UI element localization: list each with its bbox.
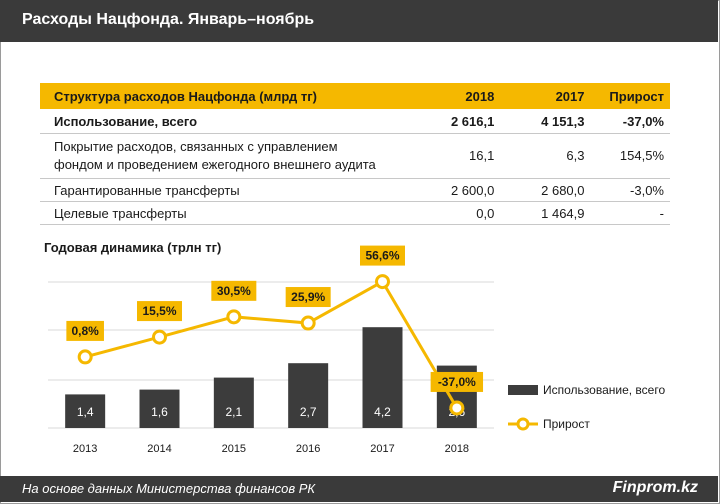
cell-growth: - bbox=[590, 201, 670, 225]
row-label-line1: Покрытие расходов, связанных с управлени… bbox=[54, 139, 338, 154]
growth-label-box bbox=[211, 280, 257, 301]
table-header-row: Структура расходов Нацфонда (млрд тг) 20… bbox=[40, 83, 670, 109]
growth-label-box bbox=[285, 287, 331, 308]
x-tick-label: 2013 bbox=[73, 443, 97, 455]
x-tick-label: 2017 bbox=[370, 443, 394, 455]
table-row-management-costs: Покрытие расходов, связанных с управлени… bbox=[40, 133, 670, 179]
column-header-2017: 2017 bbox=[500, 83, 591, 109]
header-bar: Расходы Нацфонда. Январь–ноябрь bbox=[0, 0, 718, 42]
bar-value-label: 2,1 bbox=[225, 405, 242, 419]
bar-value-label: 1,6 bbox=[151, 405, 168, 419]
legend-line-label: Прирост bbox=[543, 417, 590, 431]
growth-value-label: 56,6% bbox=[365, 249, 399, 263]
cell-2018: 16,1 bbox=[419, 133, 501, 179]
column-header-growth: Прирост bbox=[590, 83, 670, 109]
row-label: Гарантированные трансферты bbox=[40, 178, 420, 202]
x-tick-label: 2015 bbox=[222, 443, 246, 455]
chart-title: Годовая динамика (трлн тг) bbox=[44, 240, 222, 255]
growth-point bbox=[77, 349, 93, 365]
column-header-2018: 2018 bbox=[419, 83, 501, 109]
growth-value-label: 25,9% bbox=[291, 290, 325, 304]
bar-value-label: 2,7 bbox=[300, 405, 317, 419]
x-tick-label: 2018 bbox=[445, 443, 469, 455]
table-row-target-transfers: Целевые трансферты 0,0 1 464,9 - bbox=[40, 201, 670, 225]
table-row-guaranteed-transfers: Гарантированные трансферты 2 600,0 2 680… bbox=[40, 178, 670, 202]
cell-2017: 6,3 bbox=[500, 133, 591, 179]
growth-value-label: -37,0% bbox=[438, 375, 476, 389]
cell-growth: -3,0% bbox=[590, 178, 670, 202]
expenses-structure-table: Структура расходов Нацфонда (млрд тг) 20… bbox=[40, 83, 670, 225]
cell-2018: 0,0 bbox=[419, 201, 501, 225]
x-tick-label: 2014 bbox=[147, 443, 171, 455]
growth-value-label: 15,5% bbox=[142, 304, 176, 318]
growth-value-label: 30,5% bbox=[217, 284, 251, 298]
cell-2017: 2 680,0 bbox=[500, 178, 591, 202]
column-header-structure: Структура расходов Нацфонда (млрд тг) bbox=[40, 83, 420, 109]
footer-bar: На основе данных Министерства финансов Р… bbox=[0, 476, 718, 502]
growth-label-box bbox=[360, 245, 405, 266]
growth-label-box bbox=[430, 371, 484, 392]
table-row-total: Использование, всего 2 616,1 4 151,3 -37… bbox=[40, 109, 670, 134]
growth-point bbox=[152, 329, 167, 345]
bar-2016 bbox=[288, 363, 329, 428]
bar-value-label: 4,2 bbox=[374, 405, 391, 419]
legend-bar-swatch bbox=[508, 385, 538, 395]
legend-line-marker bbox=[516, 417, 530, 431]
growth-label-box bbox=[66, 320, 104, 341]
growth-point bbox=[375, 274, 390, 290]
bar-2013 bbox=[65, 394, 106, 428]
cell-2018: 2 616,1 bbox=[419, 109, 501, 134]
growth-point bbox=[300, 315, 316, 331]
growth-point bbox=[226, 309, 242, 325]
growth-label-box bbox=[137, 301, 182, 322]
row-label: Использование, всего bbox=[40, 109, 420, 134]
row-label-line2: фондом и проведением ежегодного внешнего… bbox=[54, 157, 376, 172]
growth-point bbox=[449, 400, 465, 416]
row-label: Покрытие расходов, связанных с управлени… bbox=[40, 133, 420, 179]
bar-2015 bbox=[213, 377, 254, 428]
page-title: Расходы Нацфонда. Январь–ноябрь bbox=[22, 11, 315, 28]
cell-growth: 154,5% bbox=[590, 133, 670, 179]
cell-2017: 1 464,9 bbox=[500, 201, 591, 225]
cell-2017: 4 151,3 bbox=[500, 109, 591, 134]
brand-logo: Finprom.kz bbox=[612, 479, 698, 496]
row-label: Целевые трансферты bbox=[40, 201, 420, 225]
cell-growth: -37,0% bbox=[590, 109, 670, 134]
cell-2018: 2 600,0 bbox=[419, 178, 501, 202]
growth-line bbox=[84, 279, 459, 409]
bar-value-label: 1,4 bbox=[77, 405, 94, 419]
bar-2017 bbox=[362, 327, 403, 428]
growth-value-label: 0,8% bbox=[71, 324, 99, 338]
x-tick-label: 2016 bbox=[296, 443, 320, 455]
bar-2014 bbox=[139, 389, 180, 428]
legend-bar-label: Использование, всего bbox=[543, 383, 665, 397]
source-note: На основе данных Министерства финансов Р… bbox=[22, 481, 316, 496]
